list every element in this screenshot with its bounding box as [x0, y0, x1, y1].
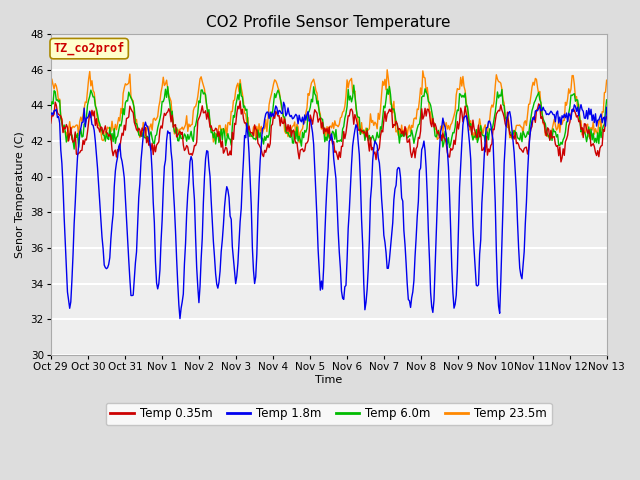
Temp 1.8m [317, 288, 324, 293]
Temp 0.35m [312, 108, 320, 114]
Temp 6.0m [236, 81, 244, 87]
Temp 6.0m [591, 135, 599, 141]
Legend: Temp 0.35m, Temp 1.8m, Temp 6.0m, Temp 23.5m: Temp 0.35m, Temp 1.8m, Temp 6.0m, Temp 2… [106, 403, 552, 425]
Temp 0.35m [557, 159, 564, 165]
Temp 23.5m [603, 77, 611, 83]
Temp 6.0m [313, 101, 321, 107]
Temp 23.5m [379, 78, 387, 84]
Temp 6.0m [505, 123, 513, 129]
Temp 1.8m [176, 316, 184, 322]
Y-axis label: Senor Temperature (C): Senor Temperature (C) [15, 131, 25, 258]
Temp 6.0m [350, 82, 358, 88]
Temp 6.0m [380, 103, 388, 109]
Line: Temp 0.35m: Temp 0.35m [51, 101, 607, 162]
Temp 1.8m [603, 105, 611, 110]
Temp 23.5m [591, 126, 599, 132]
Temp 1.8m [47, 112, 54, 118]
Temp 23.5m [383, 67, 391, 72]
Temp 23.5m [349, 89, 356, 95]
Temp 0.35m [236, 98, 244, 104]
X-axis label: Time: Time [315, 375, 342, 385]
Temp 1.8m [591, 111, 599, 117]
Temp 0.35m [591, 150, 599, 156]
Temp 1.8m [350, 134, 358, 140]
Line: Temp 23.5m: Temp 23.5m [51, 70, 607, 143]
Temp 1.8m [280, 99, 287, 105]
Line: Temp 1.8m: Temp 1.8m [51, 102, 607, 319]
Text: TZ_co2prof: TZ_co2prof [54, 42, 125, 55]
Temp 23.5m [505, 118, 513, 123]
Temp 23.5m [312, 88, 320, 94]
Temp 0.35m [603, 114, 611, 120]
Line: Temp 6.0m: Temp 6.0m [51, 84, 607, 149]
Temp 1.8m [313, 216, 321, 222]
Temp 0.35m [379, 129, 387, 135]
Temp 0.35m [316, 116, 323, 122]
Temp 1.8m [505, 110, 513, 116]
Temp 6.0m [317, 114, 324, 120]
Temp 6.0m [47, 107, 54, 112]
Temp 1.8m [380, 232, 388, 238]
Temp 0.35m [47, 120, 54, 126]
Temp 6.0m [603, 97, 611, 103]
Temp 6.0m [70, 146, 78, 152]
Temp 0.35m [349, 109, 356, 115]
Temp 0.35m [504, 109, 511, 115]
Temp 23.5m [316, 108, 323, 113]
Temp 23.5m [47, 89, 54, 95]
Temp 23.5m [295, 140, 303, 145]
Title: CO2 Profile Sensor Temperature: CO2 Profile Sensor Temperature [207, 15, 451, 30]
